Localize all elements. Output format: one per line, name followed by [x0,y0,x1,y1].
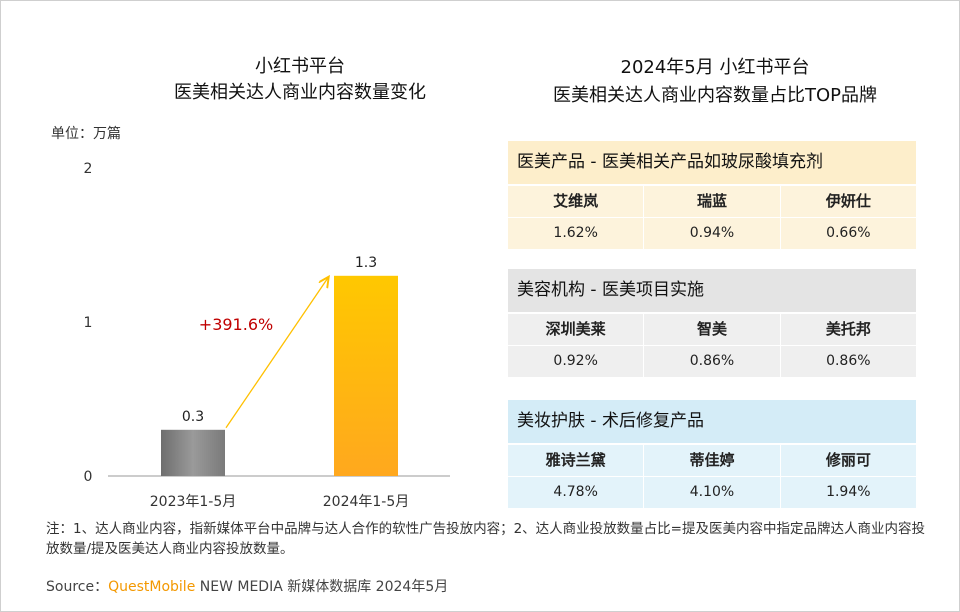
growth-arrow [225,278,328,429]
table-row: 0.92% 0.86% 0.86% [508,345,916,377]
brand-cell: 伊妍仕 [825,192,871,210]
share-cell: 0.86% [644,346,781,377]
y-tick-label: 0 [84,469,93,485]
brand-table: 美容机构 - 医美项目实施 深圳美莱 智美 美托邦 0.92% 0.86% 0.86% [508,269,916,377]
right-title: 2024年5月 小红书平台 医美相关达人商业内容数量占比TOP品牌 [510,54,920,110]
share-cell: 1.94% [826,484,871,500]
data-label: 0.3 [182,409,204,425]
brand-cell: 蒂佳婷 [644,445,781,476]
x-tick-label: 2023年1-5月 [150,494,237,510]
share-cell: 0.94% [644,218,781,249]
left-chart-title: 小红书平台 医美相关达人商业内容数量变化 [150,54,450,106]
table-row: 深圳美莱 智美 美托邦 [508,312,916,345]
brand-cell: 艾维岚 [508,186,645,217]
table-row: 1.62% 0.94% 0.66% [508,217,916,249]
share-cell: 4.10% [644,477,781,508]
questmobile-logo-text: QuestMobile [108,579,196,595]
growth-label: +391.6% [199,315,273,334]
right-title-line2: 医美相关达人商业内容数量占比TOP品牌 [552,85,878,106]
unit-label: 单位：万篇 [51,126,121,142]
table-header: 医美产品 - 医美相关产品如玻尿酸填充剂 [508,141,916,184]
left-chart-title-line1: 小红书平台 [255,56,345,77]
table-row: 艾维岚 瑞蓝 伊妍仕 [508,184,916,217]
left-chart-title-line2: 医美相关达人商业内容数量变化 [174,82,426,103]
share-cell: 1.62% [508,218,645,249]
x-tick-label: 2024年1-5月 [323,494,410,510]
source-line: Source：QuestMobile NEW MEDIA 新媒体数据库 2024… [46,576,448,596]
brand-table: 美妆护肤 - 术后修复产品 雅诗兰黛 蒂佳婷 修丽可 4.78% 4.10% 1.94% [508,400,916,508]
brand-cell: 深圳美莱 [508,314,645,345]
share-cell: 0.66% [826,225,871,241]
table-row: 4.78% 4.10% 1.94% [508,476,916,508]
brand-table: 医美产品 - 医美相关产品如玻尿酸填充剂 艾维岚 瑞蓝 伊妍仕 1.62% 0.94% 0.… [508,141,916,249]
y-tick-label: 2 [84,161,93,177]
bar [161,429,225,476]
share-cell: 0.86% [826,353,871,369]
source-prefix: Source： [46,579,109,595]
brand-cell: 美托邦 [825,320,871,338]
source-suffix: NEW MEDIA 新媒体数据库 2024年5月 [195,579,449,595]
table-row: 雅诗兰黛 蒂佳婷 修丽可 [508,443,916,476]
share-cell: 0.92% [508,346,645,377]
y-tick-label: 1 [84,315,93,331]
bar-chart: 0 1 2 0.3 2023年1-5月 1.3 2024年1-5月 +391.6% [84,161,450,510]
data-label: 1.3 [355,255,377,271]
share-cell: 4.78% [508,477,645,508]
table-header: 美妆护肤 - 术后修复产品 [508,400,916,443]
brand-cell: 修丽可 [825,451,871,469]
right-title-line1: 2024年5月 小红书平台 [620,57,810,78]
brand-cell: 智美 [644,314,781,345]
brand-cell: 雅诗兰黛 [508,445,645,476]
bar [334,275,398,476]
table-header: 美容机构 - 医美项目实施 [508,269,916,312]
brand-cell: 瑞蓝 [644,186,781,217]
footnote: 注：1、达人商业内容，指新媒体平台中品牌与达人合作的软性广告投放内容；2、达人商… [46,521,925,557]
